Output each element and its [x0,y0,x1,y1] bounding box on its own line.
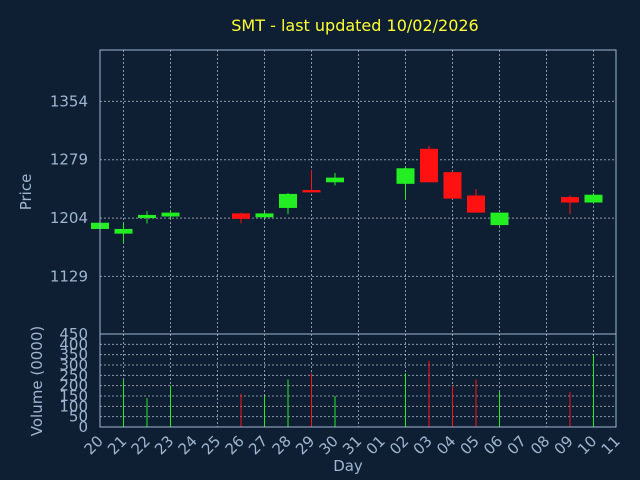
volume-grid [100,334,616,427]
candle-body [396,168,415,184]
price-tick-label: 1354 [50,92,88,110]
x-tick-label: 04 [433,432,459,458]
volume-tick-label: 450 [59,325,88,343]
x-tick-label: 08 [527,432,553,458]
x-ticks: 2021222324252627282930310102030405060708… [81,432,624,458]
candle-body [490,212,509,226]
volume-bars [123,354,594,427]
x-tick-label: 21 [104,432,130,458]
volume-tick-label: 250 [59,366,88,384]
candle-body [326,177,344,183]
volume-plot-frame [99,333,617,428]
x-tick-label: 27 [245,432,271,458]
volume-tick-label: 300 [59,356,88,374]
chart-title: SMT - last updated 10/02/2026 [231,16,478,35]
x-tick-label: 10 [574,432,600,458]
candle-body [255,213,274,218]
x-tick-label: 28 [269,432,295,458]
x-tick-label: 25 [198,432,224,458]
candle-body [138,214,156,219]
volume-axis-label: Volume (0000) [28,326,46,436]
price-axis-label: Price [17,174,35,211]
x-tick-label: 09 [551,432,577,458]
x-tick-label: 11 [598,432,624,458]
volume-tick-label: 200 [59,377,88,395]
x-axis-label: Day [333,457,363,475]
candle-body [584,194,603,203]
x-tick-label: 06 [480,432,506,458]
volume-tick-label: 400 [59,335,88,353]
candle-body [232,213,250,219]
x-tick-label: 01 [363,432,389,458]
x-tick-label: 02 [386,432,412,458]
candle-body [561,197,579,203]
volume-tick-label: 150 [59,387,88,405]
x-tick-label: 24 [175,432,201,458]
candle-body [161,212,180,217]
x-tick-label: 26 [222,432,248,458]
x-tick-label: 31 [339,432,365,458]
candle-body [114,228,133,234]
price-y-ticks: 1129 1204 1279 1354 [50,92,88,285]
candle-body [279,193,297,208]
x-tick-label: 03 [410,432,436,458]
price-tick-label: 1129 [50,267,88,285]
volume-tick-label: 0 [78,418,88,436]
price-tick-label: 1204 [50,209,88,227]
price-tick-label: 1279 [50,151,88,169]
candle-body [443,172,462,199]
candle-body [467,195,485,213]
price-grid [100,50,616,334]
x-tick-label: 05 [457,432,483,458]
x-tick-label: 20 [81,432,107,458]
x-tick-label: 22 [128,432,154,458]
x-tick-label: 23 [151,432,177,458]
volume-tick-label: 100 [59,397,88,415]
candles [91,145,603,243]
x-tick-label: 29 [292,432,318,458]
volume-tick-label: 50 [69,408,88,426]
x-tick-label: 30 [316,432,342,458]
candle-body [302,190,321,193]
candle-body [420,148,438,183]
x-tick-label: 07 [504,432,530,458]
volume-tick-label: 350 [59,346,88,364]
